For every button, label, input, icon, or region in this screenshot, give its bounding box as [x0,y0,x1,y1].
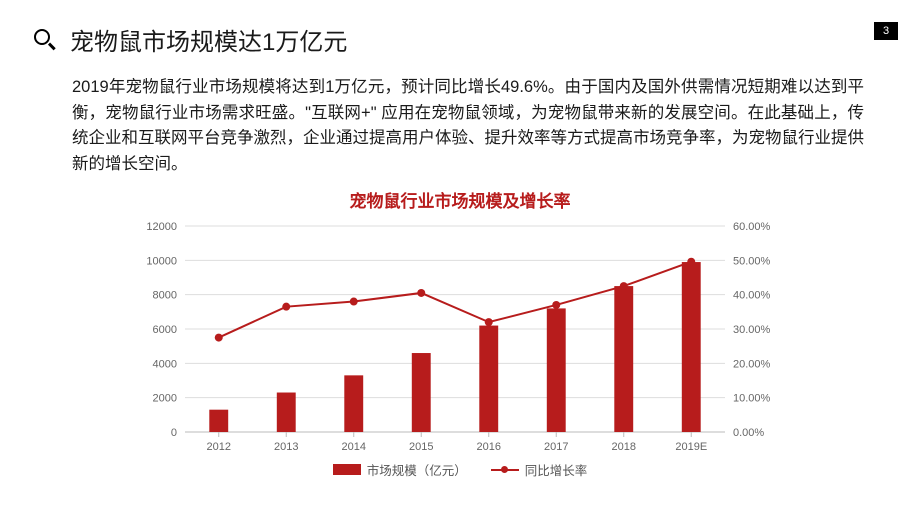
svg-text:10000: 10000 [146,256,177,268]
page-title: 宠物鼠市场规模达1万亿元 [70,22,347,57]
svg-text:0.00%: 0.00% [733,427,764,439]
svg-text:8000: 8000 [153,290,177,302]
svg-text:2014: 2014 [342,441,366,453]
svg-text:2000: 2000 [153,393,177,405]
svg-text:2016: 2016 [477,441,501,453]
svg-text:4000: 4000 [153,359,177,371]
svg-text:40.00%: 40.00% [733,290,771,302]
svg-text:6000: 6000 [153,324,177,336]
svg-text:2012: 2012 [207,441,231,453]
svg-text:50.00%: 50.00% [733,256,771,268]
legend-bar: 市场规模（亿元） [333,460,467,479]
chart-title: 宠物鼠行业市场规模及增长率 [130,187,790,212]
svg-text:0: 0 [171,427,177,439]
svg-text:2015: 2015 [409,441,433,453]
svg-text:20.00%: 20.00% [733,359,771,371]
svg-text:10.00%: 10.00% [733,393,771,405]
legend-line: 同比增长率 [491,460,588,479]
search-icon [34,29,56,51]
svg-text:12000: 12000 [146,221,177,233]
svg-text:2013: 2013 [274,441,298,453]
body-paragraph: 2019年宠物鼠行业市场规模将达到1万亿元，预计同比增长49.6%。由于国内及国… [0,57,920,177]
chart-legend: 市场规模（亿元） 同比增长率 [130,460,790,479]
page-number-badge: 3 [874,22,898,40]
legend-line-label: 同比增长率 [525,460,588,479]
legend-bar-label: 市场规模（亿元） [367,460,467,479]
svg-text:30.00%: 30.00% [733,324,771,336]
chart-container: 宠物鼠行业市场规模及增长率 0 0.00% 2000 10.00% 4000 20.00%… [130,187,790,479]
svg-text:60.00%: 60.00% [733,221,771,233]
svg-text:2017: 2017 [544,441,568,453]
svg-text:2019E: 2019E [675,441,707,453]
svg-text:2018: 2018 [612,441,636,453]
combo-chart: 0 0.00% 2000 10.00% 4000 20.00% 6000 30.00% 8000… [130,218,790,458]
